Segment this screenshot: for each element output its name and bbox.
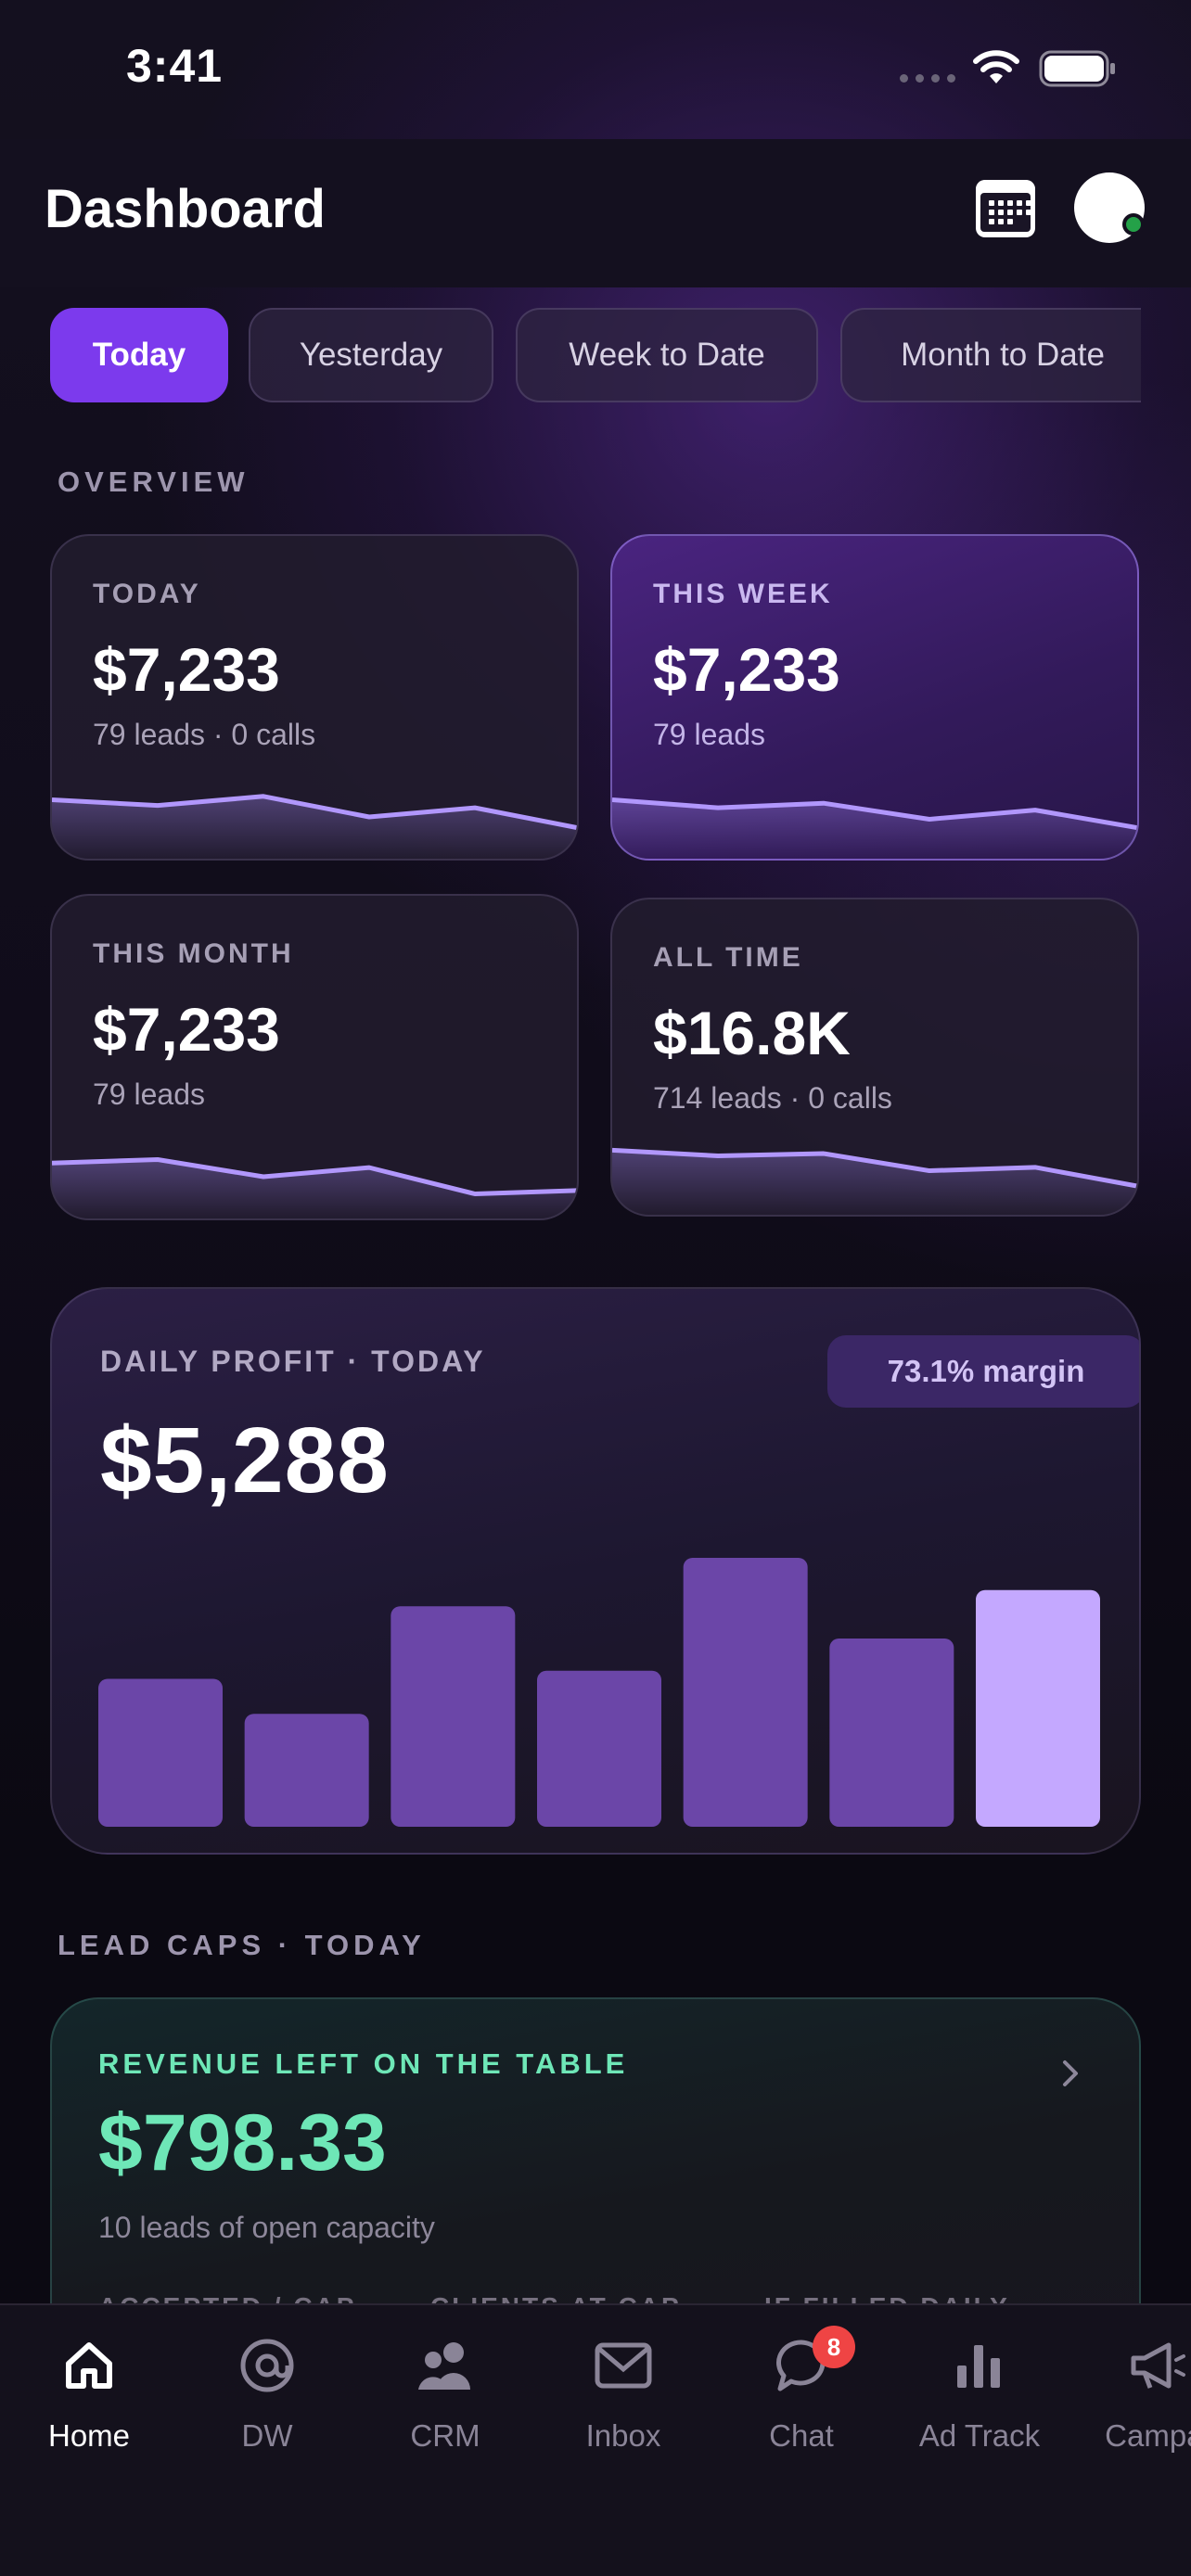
bottom-tab-bar: Home DW CRM Inbox 8 Chat (0, 2303, 1191, 2576)
stat-label: ALL TIME (653, 942, 803, 973)
overview-section-label: OVERVIEW (58, 465, 250, 498)
tab-label: Home (47, 2418, 131, 2453)
stat-card-this-month[interactable]: THIS MONTH $7,233 79 leads (50, 894, 579, 1220)
profit-bar (829, 1639, 954, 1827)
open-capacity-text: 10 leads of open capacity (98, 2211, 435, 2244)
stat-card-today[interactable]: TODAY $7,233 79 leads · 0 calls (50, 534, 579, 861)
wifi-icon (973, 50, 1019, 83)
profit-bar (683, 1558, 808, 1827)
sparkline (612, 797, 1137, 859)
users-icon (413, 2333, 478, 2398)
megaphone-icon (1125, 2333, 1190, 2398)
stat-card-all-time[interactable]: ALL TIME $16.8K 714 leads · 0 calls (610, 898, 1139, 1217)
sparkline-area (612, 1150, 1137, 1215)
tab-label: DW (241, 2418, 293, 2453)
tab-inbox[interactable]: Inbox (534, 2333, 712, 2472)
filter-month-to-date[interactable]: Month to Date (840, 308, 1141, 402)
sparkline (52, 794, 577, 859)
chat-unread-badge: 8 (813, 2326, 855, 2368)
stat-subtitle: 79 leads (653, 718, 765, 751)
tab-chat[interactable]: 8 Chat (712, 2326, 890, 2472)
stat-value: $16.8K (653, 999, 851, 1067)
at-sign-icon (235, 2333, 300, 2398)
sparkline-line (612, 797, 1137, 831)
stat-subtitle: 714 leads · 0 calls (653, 1081, 892, 1115)
stat-label: THIS MONTH (93, 938, 294, 969)
revenue-left-label: REVENUE LEFT ON THE TABLE (98, 2047, 629, 2080)
daily-profit-card[interactable]: DAILY PROFIT · TODAY $5,288 73.1% margin (50, 1287, 1141, 1855)
sparkline-line (52, 1157, 577, 1196)
profit-bar (537, 1670, 661, 1827)
bar-chart-icon (947, 2333, 1012, 2398)
battery-icon (1039, 50, 1115, 87)
tab-campaigns[interactable]: Campai (1069, 2333, 1191, 2472)
filter-yesterday[interactable]: Yesterday (249, 308, 493, 402)
tab-label: Inbox (585, 2418, 661, 2453)
tab-ad-track[interactable]: Ad Track (890, 2333, 1069, 2472)
mail-icon (591, 2333, 656, 2398)
calendar-icon[interactable] (976, 180, 1035, 237)
profit-bar-chart (98, 1558, 1100, 1827)
sparkline (612, 1147, 1137, 1215)
status-time: 3:41 (126, 40, 224, 92)
profit-bar (976, 1589, 1100, 1827)
status-bar: 3:41 (0, 0, 1191, 139)
sparkline-line (612, 1147, 1137, 1189)
tab-label: CRM (410, 2418, 480, 2453)
tab-label: Chat (769, 2418, 834, 2453)
filter-today[interactable]: Today (50, 308, 228, 402)
sparkline-area (612, 799, 1137, 859)
chevron-right-icon[interactable] (1056, 2055, 1085, 2092)
profit-label: DAILY PROFIT · TODAY (100, 1345, 486, 1378)
stat-value: $7,233 (93, 635, 280, 704)
date-filter-bar: Today Yesterday Week to Date Month to Da… (50, 308, 1141, 402)
sparkline-line (52, 794, 577, 831)
profit-value: $5,288 (100, 1409, 390, 1512)
stat-subtitle: 79 leads · 0 calls (93, 718, 316, 751)
stat-value: $7,233 (93, 995, 280, 1064)
home-icon (57, 2333, 122, 2398)
stat-subtitle: 79 leads (93, 1078, 205, 1111)
tab-label: Campai (1105, 2418, 1191, 2453)
signal-icon (900, 74, 955, 83)
app-header: Dashboard (0, 139, 1191, 287)
profit-bar (244, 1714, 369, 1827)
profit-bar (391, 1606, 516, 1827)
online-status-dot (1122, 213, 1145, 236)
profit-bar (98, 1678, 223, 1827)
tab-home[interactable]: Home (0, 2333, 178, 2472)
tab-dw[interactable]: DW (178, 2333, 356, 2472)
revenue-left-value: $798.33 (98, 2098, 387, 2187)
sparkline-area (52, 1159, 577, 1218)
filter-week-to-date[interactable]: Week to Date (516, 308, 818, 402)
sparkline (52, 1157, 577, 1218)
page-title: Dashboard (45, 179, 326, 239)
stat-card-this-week[interactable]: THIS WEEK $7,233 79 leads (610, 534, 1139, 861)
stat-label: THIS WEEK (653, 579, 833, 609)
tab-crm[interactable]: CRM (356, 2333, 534, 2472)
margin-badge: 73.1% margin (827, 1335, 1139, 1408)
lead-caps-section-label: LEAD CAPS · TODAY (58, 1929, 426, 1961)
stat-value: $7,233 (653, 635, 840, 704)
stat-label: TODAY (93, 579, 201, 609)
tab-label: Ad Track (918, 2418, 1041, 2453)
